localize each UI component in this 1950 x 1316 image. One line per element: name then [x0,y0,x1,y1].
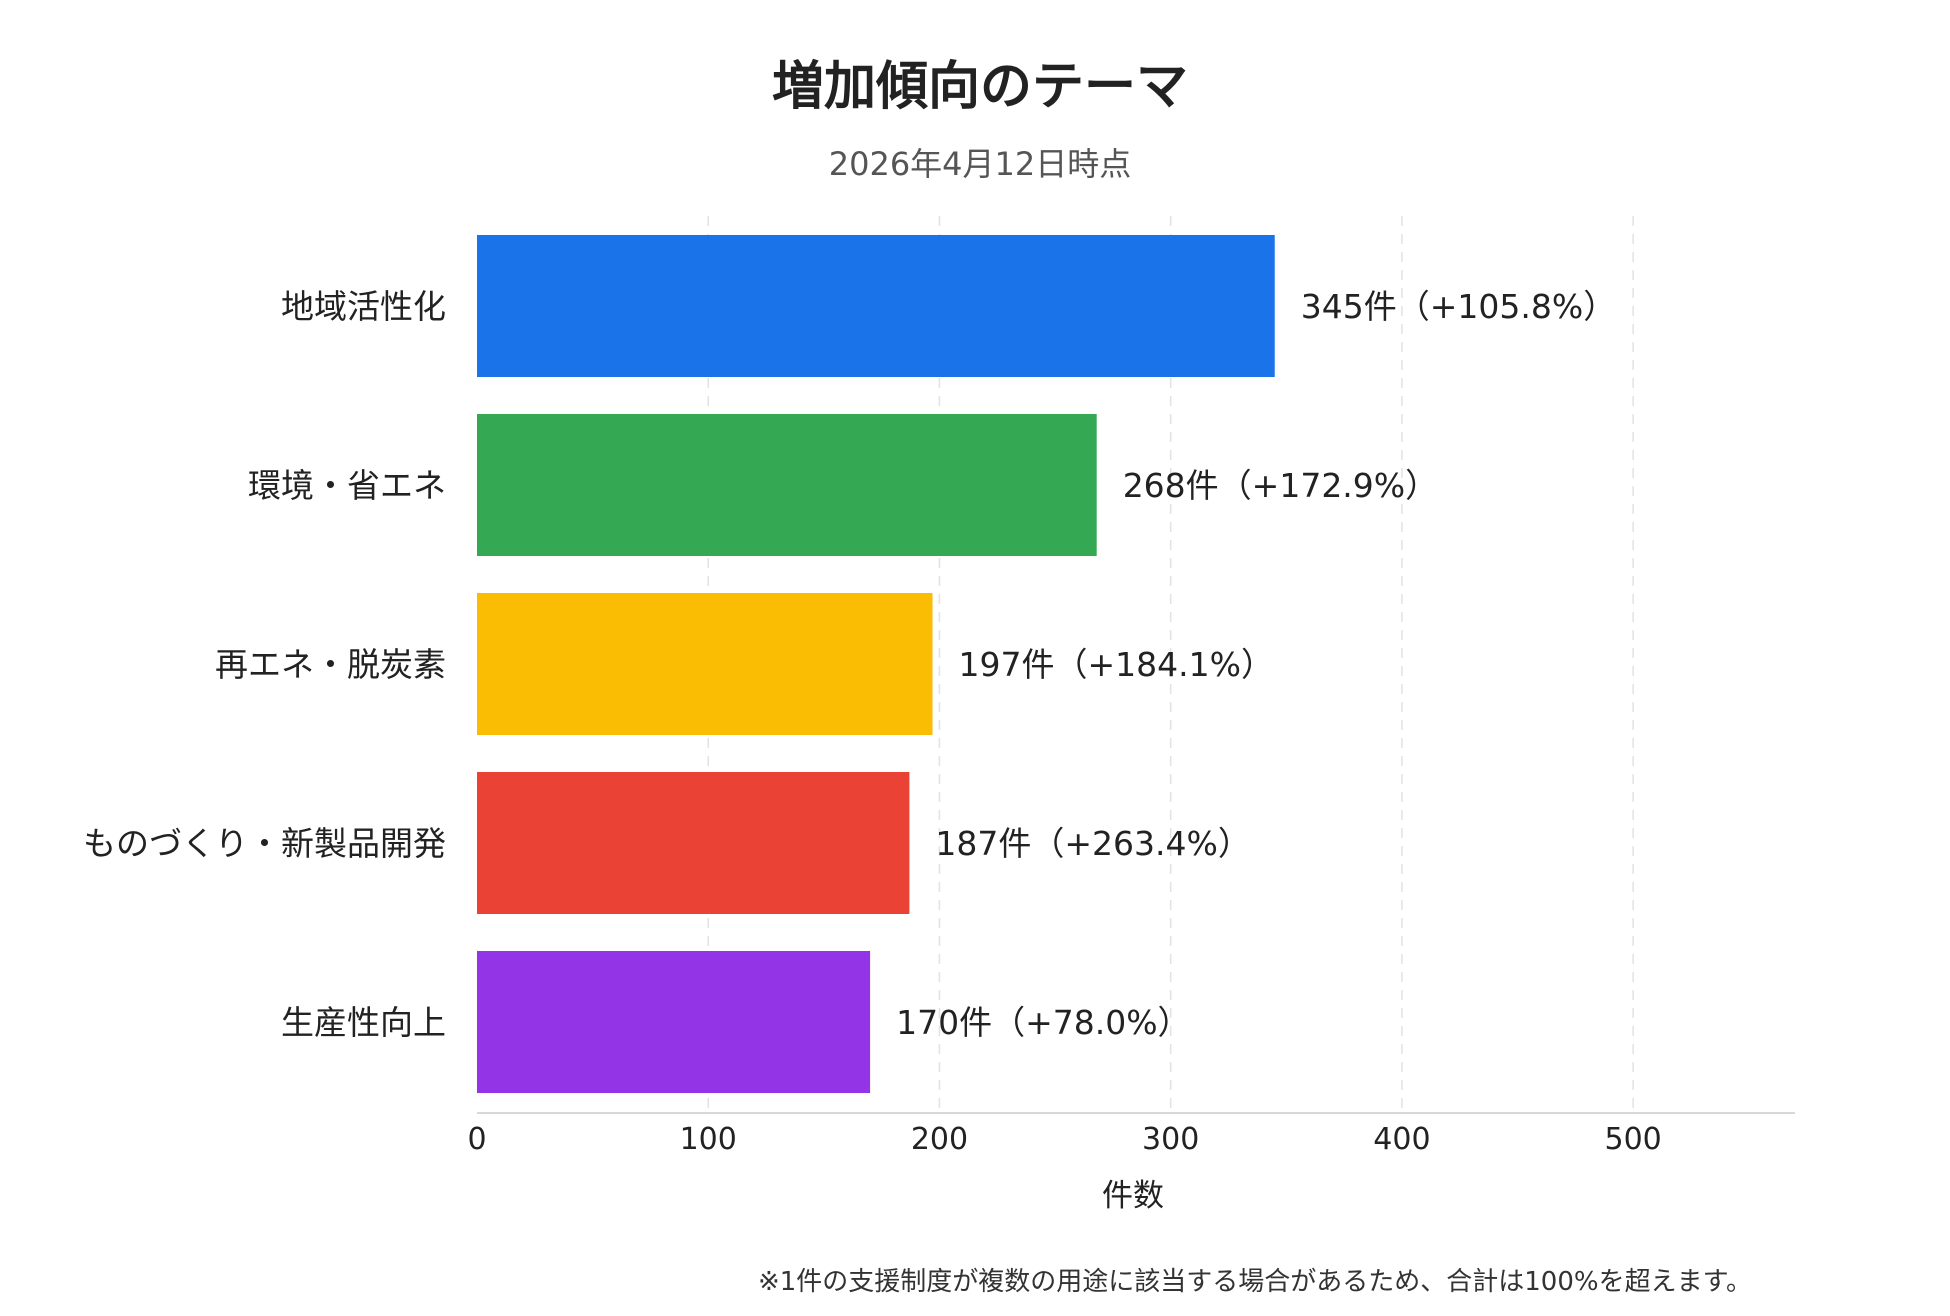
bar-1 [477,235,1275,377]
x-axis-title: 件数 [1102,1178,1164,1214]
category-label-1: 地域活性化 [281,287,446,326]
value-label-1: 345件（+105.8%） [1301,287,1616,326]
value-label-5: 170件（+78.0%） [896,1003,1190,1042]
category-label-4: ものづくり・新製品開発 [83,824,446,863]
value-label-3: 197件（+184.1%） [959,645,1274,684]
x-axis: 0 100 200 300 400 500 [467,1112,1795,1157]
value-labels: 345件（+105.8%） 268件（+172.9%） 197件（+184.1%） 1… [896,287,1616,1042]
x-tick-label-400: 400 [1373,1122,1430,1157]
bar-2 [477,414,1097,556]
x-tick-label-200: 200 [911,1122,968,1157]
x-tick-label-100: 100 [680,1122,737,1157]
chart-subtitle: 2026年4月12日時点 [829,145,1132,183]
chart-title: 増加傾向のテーマ [772,57,1188,117]
value-label-4: 187件（+263.4%） [935,824,1250,863]
bar-4 [477,772,910,914]
category-label-2: 環境・省エネ [248,466,446,505]
x-tick-label-300: 300 [1142,1122,1199,1157]
footnote: ※1件の支援制度が複数の用途に該当する場合があるため、合計は100%を超えます。 [758,1267,1752,1297]
category-label-5: 生産性向上 [281,1003,446,1042]
bars-layer [477,235,1275,1093]
x-tick-label-0: 0 [467,1122,486,1157]
category-label-3: 再エネ・脱炭素 [215,645,446,684]
x-tick-label-500: 500 [1605,1122,1662,1157]
bar-5 [477,951,871,1093]
bar-3 [477,593,933,735]
value-label-2: 268件（+172.9%） [1123,466,1438,505]
